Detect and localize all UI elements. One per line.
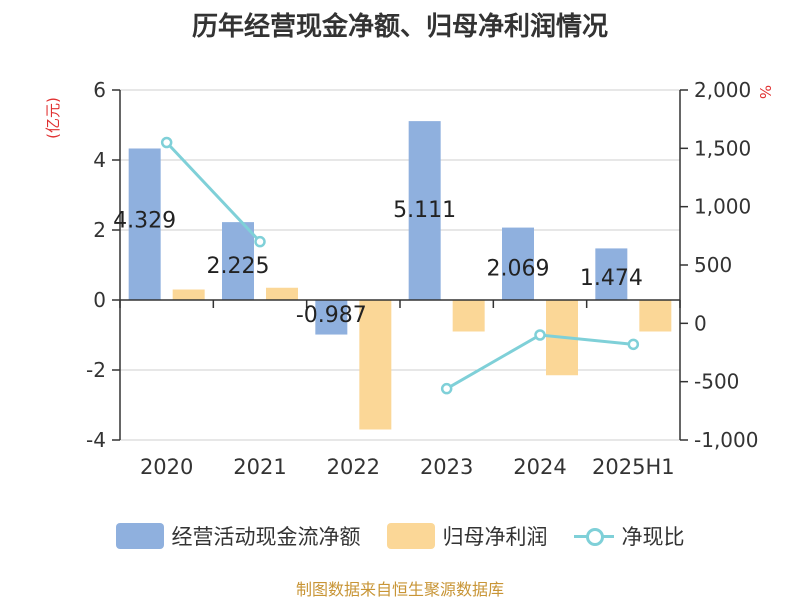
ratio-point [440, 382, 453, 395]
data-label-cash-flow: 1.474 [580, 266, 643, 291]
left-tick-label: 2 [93, 218, 106, 242]
left-tick-label: -2 [86, 358, 106, 382]
category-label: 2020 [140, 455, 193, 479]
data-label-cash-flow: 2.069 [487, 256, 550, 281]
data-label-cash-flow: 2.225 [207, 254, 270, 279]
category-label: 2025H1 [592, 455, 675, 479]
right-tick-label: 2,000 [694, 78, 751, 102]
bar-cash-flow [222, 222, 254, 300]
bar-net-profit [452, 300, 485, 332]
ratio-line [165, 141, 262, 243]
legend-label-cash-flow: 经营活动现金流净额 [171, 525, 361, 549]
bar-cash-flow [595, 248, 628, 300]
right-tick-label: 1,500 [694, 136, 751, 160]
bar-cash-flow [128, 148, 161, 300]
ratio-line [445, 333, 634, 390]
right-tick-label: -500 [694, 370, 739, 394]
category-label: 2024 [513, 455, 566, 479]
left-tick-label: -4 [86, 428, 106, 452]
ratio-point [627, 338, 640, 351]
bar-cash-flow [502, 227, 534, 300]
right-tick-label: -1,000 [694, 428, 758, 452]
legend-swatch-net-profit [386, 523, 435, 549]
data-label-cash-flow: -0.987 [296, 303, 367, 328]
left-axis-unit: (亿元) [44, 97, 62, 139]
category-label: 2021 [233, 455, 286, 479]
bar-net-profit [639, 300, 672, 332]
ratio-point [534, 329, 546, 341]
chart-legend: 经营活动现金流净额 归母净利润 净现比 [0, 516, 800, 556]
data-label-cash-flow: 5.111 [393, 198, 456, 223]
data-label-cash-flow: 4.329 [113, 209, 176, 234]
bar-cash-flow [315, 300, 348, 335]
bar-net-profit [359, 300, 392, 430]
left-tick-label: 0 [93, 288, 106, 312]
legend-swatch-ratio [573, 523, 614, 549]
chart-title: 历年经营现金净额、归母净利润情况 [191, 12, 608, 42]
category-label: 2022 [327, 455, 380, 479]
legend-label-net-profit: 归母净利润 [442, 525, 548, 549]
ratio-point [254, 235, 266, 248]
legend-item-ratio[interactable]: 净现比 [573, 521, 685, 551]
bar-cash-flow [408, 121, 441, 301]
left-tick-label: 6 [93, 78, 106, 102]
legend-item-cash-flow[interactable]: 经营活动现金流净额 [115, 521, 361, 551]
right-tick-label: 0 [694, 311, 707, 335]
legend-label-ratio: 净现比 [621, 525, 685, 549]
right-axis-unit: % [756, 85, 774, 99]
source-note: 制图数据来自恒生聚源数据库 [295, 580, 504, 599]
right-tick-label: 500 [694, 253, 732, 277]
bar-net-profit [172, 289, 205, 300]
category-label: 2023 [420, 455, 473, 479]
legend-item-net-profit[interactable]: 归母净利润 [386, 521, 548, 551]
ratio-point [160, 136, 173, 149]
legend-swatch-cash-flow [115, 523, 164, 549]
right-tick-label: 1,000 [694, 195, 751, 219]
left-tick-label: 4 [93, 148, 106, 172]
bar-net-profit [266, 287, 298, 300]
